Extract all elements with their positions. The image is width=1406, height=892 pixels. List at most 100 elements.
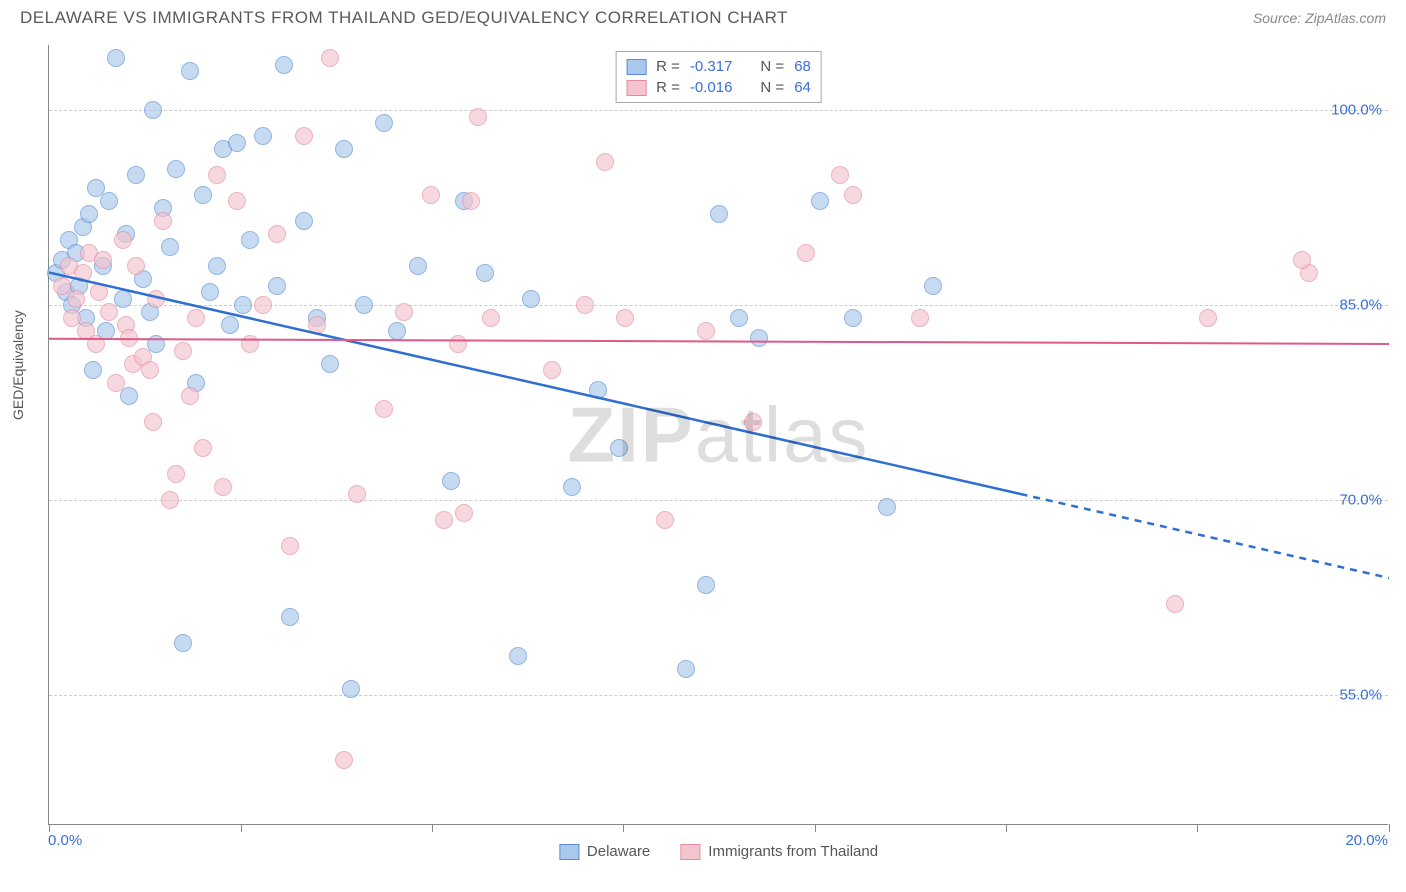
n-label: N =: [760, 79, 784, 96]
data-point: [181, 62, 199, 80]
data-point: [522, 290, 540, 308]
r-value: -0.317: [690, 58, 733, 75]
x-tick: [49, 824, 50, 832]
stats-legend: R =-0.317N =68R =-0.016N =64: [615, 51, 822, 103]
x-tick: [432, 824, 433, 832]
data-point: [811, 192, 829, 210]
data-point: [94, 251, 112, 269]
data-point: [409, 257, 427, 275]
data-point: [74, 264, 92, 282]
data-point: [482, 309, 500, 327]
trendlines: [49, 45, 1389, 825]
data-point: [831, 166, 849, 184]
x-tick: [1006, 824, 1007, 832]
gridline: [49, 500, 1388, 501]
source-attribution: Source: ZipAtlas.com: [1253, 10, 1386, 26]
data-point: [543, 361, 561, 379]
data-point: [435, 511, 453, 529]
data-point: [268, 225, 286, 243]
stats-row: R =-0.317N =68: [626, 56, 811, 77]
x-tick: [1389, 824, 1390, 832]
data-point: [187, 309, 205, 327]
x-tick: [815, 824, 816, 832]
data-point: [375, 114, 393, 132]
gridline: [49, 695, 1388, 696]
data-point: [342, 680, 360, 698]
data-point: [194, 186, 212, 204]
data-point: [730, 309, 748, 327]
data-point: [656, 511, 674, 529]
data-point: [1293, 251, 1311, 269]
y-tick-label: 100.0%: [1331, 102, 1382, 119]
x-tick: [241, 824, 242, 832]
data-point: [208, 166, 226, 184]
data-point: [697, 322, 715, 340]
data-point: [228, 192, 246, 210]
data-point: [388, 322, 406, 340]
data-point: [161, 491, 179, 509]
data-point: [167, 160, 185, 178]
data-point: [321, 49, 339, 67]
data-point: [154, 212, 172, 230]
r-value: -0.016: [690, 79, 733, 96]
data-point: [221, 316, 239, 334]
data-point: [596, 153, 614, 171]
data-point: [275, 56, 293, 74]
legend-swatch: [626, 59, 646, 75]
data-point: [281, 537, 299, 555]
data-point: [114, 231, 132, 249]
data-point: [174, 634, 192, 652]
data-point: [797, 244, 815, 262]
data-point: [141, 361, 159, 379]
data-point: [375, 400, 393, 418]
data-point: [100, 303, 118, 321]
data-point: [100, 192, 118, 210]
data-point: [167, 465, 185, 483]
data-point: [114, 290, 132, 308]
data-point: [449, 335, 467, 353]
data-point: [241, 231, 259, 249]
data-point: [462, 192, 480, 210]
data-point: [147, 290, 165, 308]
y-axis-label: GED/Equivalency: [10, 310, 26, 420]
data-point: [80, 205, 98, 223]
data-point: [295, 212, 313, 230]
data-point: [161, 238, 179, 256]
data-point: [144, 101, 162, 119]
data-point: [563, 478, 581, 496]
data-point: [422, 186, 440, 204]
data-point: [750, 329, 768, 347]
data-point: [455, 504, 473, 522]
x-axis-labels: 0.0% 20.0%: [48, 832, 1388, 857]
x-tick: [623, 824, 624, 832]
data-point: [295, 127, 313, 145]
chart-title: DELAWARE VS IMMIGRANTS FROM THAILAND GED…: [20, 8, 788, 28]
data-point: [228, 134, 246, 152]
data-point: [308, 316, 326, 334]
data-point: [127, 257, 145, 275]
data-point: [844, 186, 862, 204]
data-point: [201, 283, 219, 301]
data-point: [442, 472, 460, 490]
stats-row: R =-0.016N =64: [626, 77, 811, 98]
data-point: [335, 140, 353, 158]
data-point: [476, 264, 494, 282]
data-point: [120, 329, 138, 347]
data-point: [589, 381, 607, 399]
data-point: [174, 342, 192, 360]
r-label: R =: [656, 58, 680, 75]
data-point: [710, 205, 728, 223]
data-point: [335, 751, 353, 769]
data-point: [254, 296, 272, 314]
data-point: [924, 277, 942, 295]
data-point: [281, 608, 299, 626]
data-point: [348, 485, 366, 503]
r-label: R =: [656, 79, 680, 96]
data-point: [844, 309, 862, 327]
data-point: [616, 309, 634, 327]
legend-swatch: [626, 80, 646, 96]
data-point: [911, 309, 929, 327]
data-point: [127, 166, 145, 184]
n-value: 68: [794, 58, 811, 75]
y-tick-label: 85.0%: [1339, 297, 1382, 314]
